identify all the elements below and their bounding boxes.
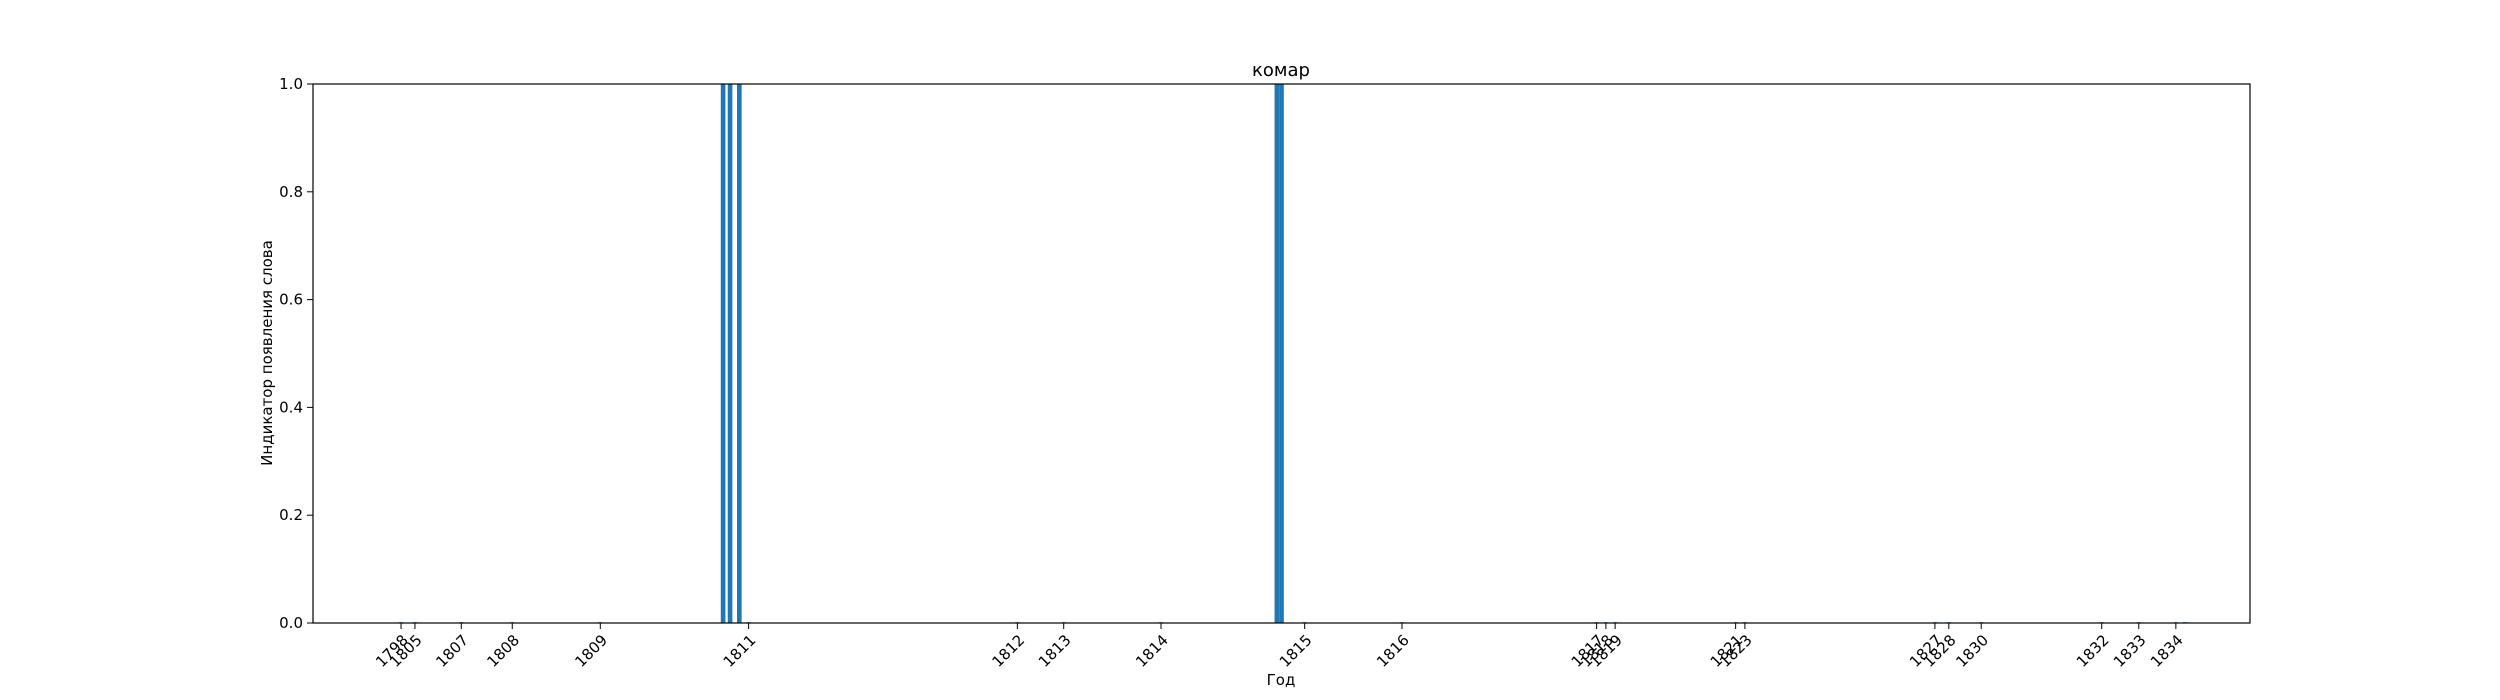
y-tick-label: 0.0 xyxy=(279,614,303,632)
x-tick-label: 1832 xyxy=(2073,631,2113,671)
bar xyxy=(737,84,742,623)
bar-series xyxy=(398,84,2188,623)
bar xyxy=(720,84,726,623)
plot-frame xyxy=(312,83,2251,624)
x-tick-label: 1814 xyxy=(1132,631,1172,671)
y-tick-label: 0.6 xyxy=(279,291,303,309)
x-tick-label: 1808 xyxy=(483,631,523,671)
bar xyxy=(1274,84,1280,623)
y-tick-label: 0.8 xyxy=(279,183,303,201)
x-tick-label: 1811 xyxy=(720,631,760,671)
x-tick-label: 1833 xyxy=(2110,631,2150,671)
x-tick-label: 1830 xyxy=(1952,631,1992,671)
x-tick-label: 1812 xyxy=(988,631,1028,671)
chart-title: комар xyxy=(1252,60,1310,81)
y-tick-label: 0.2 xyxy=(279,506,303,524)
y-axis: 0.0 0.2 0.4 0.6 0.8 1.0 xyxy=(279,75,313,632)
x-tick-label: 1815 xyxy=(1276,631,1316,671)
x-axis-title: Год xyxy=(1267,671,1296,689)
x-tick-label: 1809 xyxy=(571,631,611,671)
y-tick-label: 1.0 xyxy=(279,75,303,93)
x-tick-label: 1813 xyxy=(1035,631,1075,671)
y-axis-title: Индикатор появления слова xyxy=(258,240,276,466)
bar xyxy=(1279,84,1284,623)
x-tick-label: 1816 xyxy=(1373,631,1413,671)
x-tick-label: 1823 xyxy=(1716,631,1756,671)
y-tick-label: 0.4 xyxy=(279,398,303,416)
x-tick-label: 1807 xyxy=(432,631,472,671)
x-tick-label: 1834 xyxy=(2147,631,2187,671)
bar xyxy=(727,84,733,623)
